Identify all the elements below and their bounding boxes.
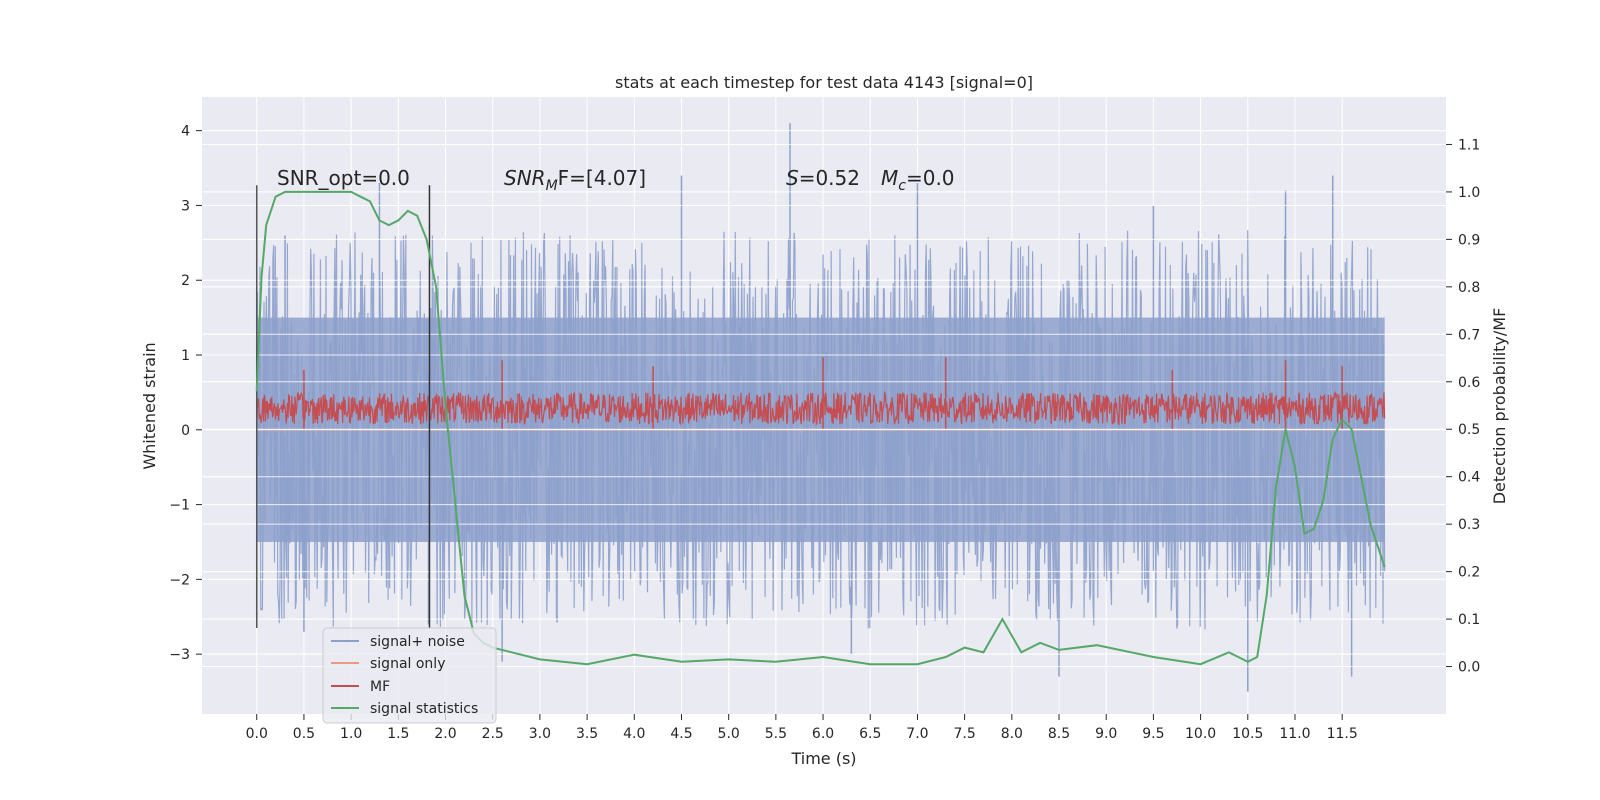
x-tick-label: 1.0 xyxy=(340,726,362,742)
annotation-s-val: =0.52 xyxy=(799,166,860,190)
annotation-mc-val: =0.0 xyxy=(906,166,955,190)
legend-label-signal-only: signal only xyxy=(370,656,445,672)
x-tick-label: 2.5 xyxy=(482,726,504,742)
annotation-snr-mf-tail: F=[4.07] xyxy=(558,166,646,190)
y-right-tick-label: 1.0 xyxy=(1458,185,1480,201)
x-tick-label: 11.5 xyxy=(1327,726,1358,742)
chart-title: stats at each timestep for test data 414… xyxy=(615,73,1033,92)
annotation-mc-sub: c xyxy=(898,178,906,194)
series-layer xyxy=(202,123,1446,692)
x-axis-label: Time (s) xyxy=(790,749,856,768)
annotation-s: S=0.52 xyxy=(786,166,860,190)
annotation-snr-mf-sub: M xyxy=(546,178,558,194)
x-tick-label: 5.0 xyxy=(718,726,740,742)
series-mf-line xyxy=(256,390,1386,427)
y-left-tick-label: 4 xyxy=(181,124,190,140)
y-right-tick-label: 0.9 xyxy=(1458,232,1480,248)
y-left-tick-label: 0 xyxy=(181,423,190,439)
x-tick-label: 3.0 xyxy=(529,726,551,742)
x-tick-label: 3.5 xyxy=(576,726,598,742)
x-tick-label: 10.0 xyxy=(1185,726,1216,742)
annotation-snr-opt: SNR_opt=0.0 xyxy=(277,166,410,190)
y-right-tick-label: 0.2 xyxy=(1458,565,1480,581)
annotation-mc-var: M xyxy=(881,166,898,190)
x-tick-label: 9.5 xyxy=(1142,726,1164,742)
legend-label-mf: MF xyxy=(370,679,390,695)
x-tick-label: 7.5 xyxy=(954,726,976,742)
x-tick-label: 8.0 xyxy=(1001,726,1023,742)
x-tick-label: 7.0 xyxy=(906,726,928,742)
y-right-tick-label: 0.4 xyxy=(1458,470,1480,486)
annotation-snr-mf-var: SNR xyxy=(504,166,546,190)
x-tick-label: 4.0 xyxy=(623,726,645,742)
x-tick-label: 0.5 xyxy=(293,726,315,742)
x-tick-label: 8.5 xyxy=(1048,726,1070,742)
series-signal-noise-line xyxy=(256,230,1386,630)
x-tick-label: 5.5 xyxy=(765,726,787,742)
y-left-tick-label: −2 xyxy=(169,572,190,588)
series-signal-statistics-line xyxy=(255,190,1386,666)
y-right-tick-label: 1.1 xyxy=(1458,137,1480,153)
annotation-mc: Mc=0.0 xyxy=(881,166,955,194)
y-left-tick-label: −3 xyxy=(169,647,190,663)
x-tick-label: 6.5 xyxy=(859,726,881,742)
legend-label-signal-noise: signal+ noise xyxy=(370,634,465,650)
y-axis-label-left: Whitened strain xyxy=(140,342,159,469)
x-tick-label: 4.5 xyxy=(670,726,692,742)
y-right-tick-label: 0.6 xyxy=(1458,375,1480,391)
annotation-snr-mf: SNRMF=[4.07] xyxy=(504,166,646,194)
y-left-tick-label: 3 xyxy=(181,198,190,214)
x-tick-label: 9.0 xyxy=(1095,726,1117,742)
x-tick-label: 0.0 xyxy=(246,726,268,742)
y-axis-label-right: Detection probability/MF xyxy=(1490,308,1509,505)
axes: 0.0 0.5 1.0 1.5 2.0 2.5 3.0 3.5 4.0 4.5 5.0 5.5 6.0 6… xyxy=(169,124,1480,742)
y-right-tick-label: 0.3 xyxy=(1458,517,1480,533)
x-tick-label: 10.5 xyxy=(1232,726,1263,742)
y-right-tick-label: 0.8 xyxy=(1458,280,1480,296)
annotation-s-var: S xyxy=(786,166,799,190)
y-right-tick-label: 0.7 xyxy=(1458,327,1480,343)
x-tick-label: 11.0 xyxy=(1279,726,1310,742)
y-left-tick-label: −1 xyxy=(169,498,190,514)
legend-label-signal-statistics: signal statistics xyxy=(370,701,478,717)
legend-box xyxy=(322,627,497,724)
y-left-tick-label: 2 xyxy=(181,273,190,289)
legend: signal+ noise signal only MF signal stat… xyxy=(322,627,497,724)
x-tick-label: 2.0 xyxy=(434,726,456,742)
y-right-tick-label: 0.5 xyxy=(1458,422,1480,438)
y-left-tick-label: 1 xyxy=(181,348,190,364)
x-tick-label: 1.5 xyxy=(387,726,409,742)
y-right-tick-label: 0.0 xyxy=(1458,660,1480,676)
y-right-tick-label: 0.1 xyxy=(1458,612,1480,628)
x-tick-label: 6.0 xyxy=(812,726,834,742)
